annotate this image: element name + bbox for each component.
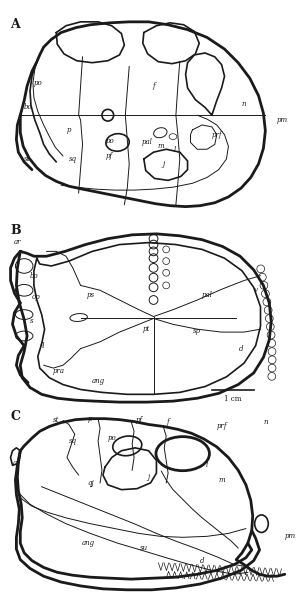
Text: d: d xyxy=(200,557,204,565)
Text: A: A xyxy=(11,18,20,31)
Text: ang: ang xyxy=(82,539,95,547)
Text: st: st xyxy=(53,416,59,424)
Text: pf: pf xyxy=(135,416,142,424)
Text: sq: sq xyxy=(69,437,77,445)
Text: pm: pm xyxy=(285,532,296,541)
Text: prf: prf xyxy=(212,131,222,139)
Text: pra: pra xyxy=(53,367,65,375)
Text: po: po xyxy=(107,434,116,442)
Text: pm: pm xyxy=(277,116,288,124)
Text: ps: ps xyxy=(86,291,94,299)
Text: pf: pf xyxy=(106,152,113,160)
Text: q: q xyxy=(40,340,44,348)
Text: n: n xyxy=(242,100,246,107)
Text: ar: ar xyxy=(14,238,21,245)
Text: m: m xyxy=(218,476,225,484)
Text: sq: sq xyxy=(69,155,77,163)
Text: op: op xyxy=(32,293,41,301)
Text: bo: bo xyxy=(30,272,39,280)
Text: p: p xyxy=(88,415,93,422)
Text: pal: pal xyxy=(141,139,152,146)
Text: su: su xyxy=(140,544,148,552)
Text: pal: pal xyxy=(202,291,212,299)
Text: 1 cm: 1 cm xyxy=(224,395,241,403)
Text: m: m xyxy=(157,142,164,151)
Text: st: st xyxy=(24,155,31,163)
Text: sp: sp xyxy=(193,327,201,335)
Text: l: l xyxy=(206,461,208,469)
Text: n: n xyxy=(263,418,268,425)
Text: d: d xyxy=(239,344,243,353)
Text: pt: pt xyxy=(143,325,150,333)
Text: j: j xyxy=(148,473,150,481)
Text: bo: bo xyxy=(24,103,33,112)
Text: f: f xyxy=(152,82,155,90)
Text: p: p xyxy=(67,126,71,134)
Text: j: j xyxy=(162,160,164,168)
Text: po: po xyxy=(105,137,114,145)
Text: prf: prf xyxy=(216,422,227,430)
Text: v: v xyxy=(254,286,258,294)
Text: s: s xyxy=(30,317,34,325)
Text: qj: qj xyxy=(87,479,94,487)
Text: f: f xyxy=(167,418,169,425)
Text: B: B xyxy=(11,224,21,237)
Text: l: l xyxy=(174,146,176,154)
Text: po: po xyxy=(34,79,43,87)
Text: C: C xyxy=(11,410,21,423)
Text: ar: ar xyxy=(13,460,20,467)
Text: ang: ang xyxy=(92,377,105,385)
